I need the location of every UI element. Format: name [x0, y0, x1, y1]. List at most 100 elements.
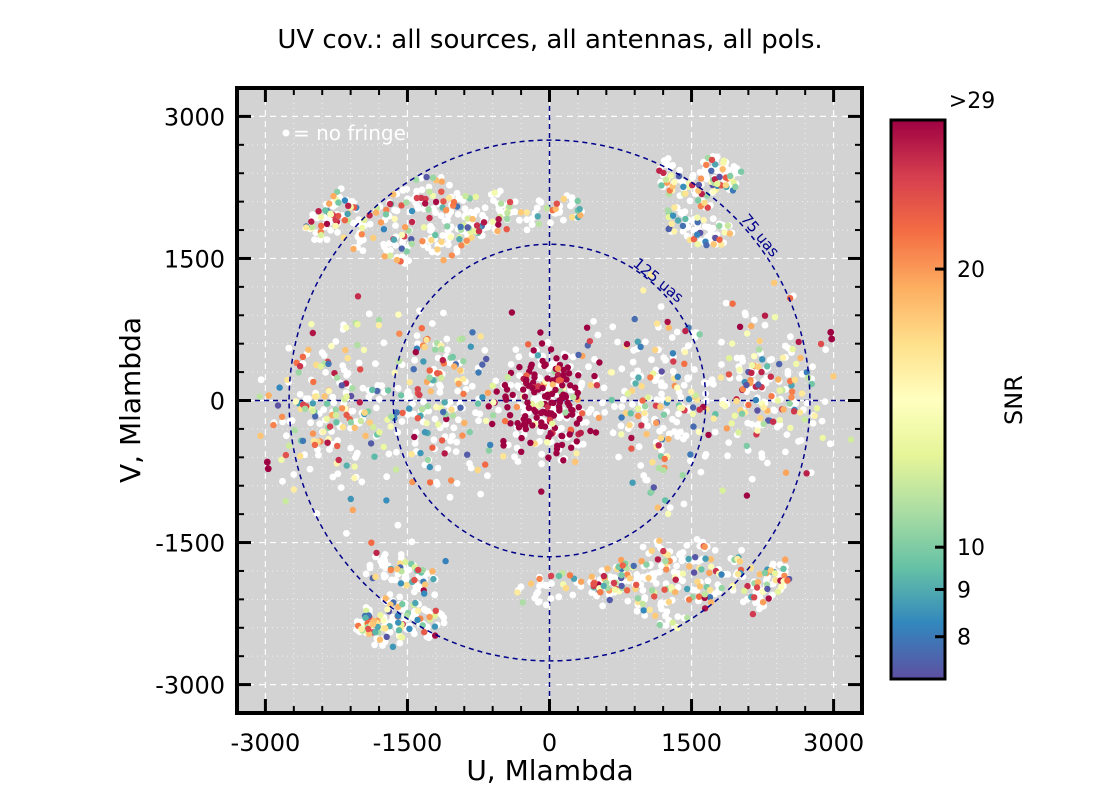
snr-point — [641, 409, 648, 417]
no-fringe-point — [353, 449, 361, 457]
snr-point — [682, 215, 689, 223]
snr-point — [633, 581, 640, 588]
snr-point — [654, 556, 662, 563]
snr-point — [774, 588, 782, 595]
no-fringe-point — [556, 414, 563, 422]
snr-point — [662, 497, 669, 504]
no-fringe-point — [741, 309, 749, 317]
snr-point — [368, 539, 375, 546]
snr-point — [575, 404, 582, 411]
no-fringe-point — [454, 387, 462, 395]
no-fringe-point — [504, 441, 512, 449]
colorbar-ticks: 8 9 10 20 — [935, 258, 985, 651]
snr-point — [764, 363, 771, 370]
no-fringe-point — [398, 418, 406, 425]
snr-point — [448, 252, 455, 259]
no-fringe-point — [372, 360, 379, 368]
snr-point — [438, 345, 445, 353]
snr-point — [661, 455, 668, 463]
snr-point — [347, 495, 354, 503]
no-fringe-point — [609, 429, 617, 437]
snr-point — [516, 363, 523, 371]
snr-point — [398, 634, 406, 641]
snr-point — [662, 176, 670, 183]
snr-point — [386, 252, 394, 259]
no-fringe-point — [348, 197, 356, 205]
no-fringe-point — [473, 207, 481, 214]
no-fringe-point — [533, 590, 540, 598]
snr-point — [786, 400, 793, 407]
no-fringe-point — [663, 160, 671, 168]
snr-point — [736, 323, 744, 330]
snr-point — [434, 370, 441, 377]
snr-point — [782, 556, 789, 563]
no-fringe-point — [537, 198, 545, 206]
snr-point — [690, 569, 698, 576]
no-fringe-point — [660, 354, 668, 362]
snr-point — [706, 586, 714, 594]
no-fringe-point — [445, 211, 452, 219]
snr-point — [679, 472, 686, 479]
snr-point — [489, 420, 496, 428]
snr-point — [566, 402, 573, 409]
snr-point — [669, 350, 677, 357]
no-fringe-point — [724, 571, 732, 578]
snr-point — [790, 408, 798, 415]
snr-point — [776, 387, 783, 394]
no-fringe-point — [320, 352, 328, 359]
no-fringe-point — [641, 594, 649, 601]
snr-point — [403, 199, 410, 206]
no-fringe-point — [611, 403, 618, 410]
no-fringe-point — [826, 440, 834, 448]
snr-point — [694, 219, 701, 226]
snr-point — [716, 236, 723, 243]
no-fringe-point — [690, 366, 698, 373]
no-fringe-point — [704, 577, 712, 585]
snr-point — [429, 568, 436, 575]
snr-point — [782, 469, 790, 476]
no-fringe-point — [676, 166, 683, 174]
snr-point — [756, 337, 763, 345]
snr-point — [545, 454, 552, 461]
no-fringe-point — [421, 461, 429, 469]
no-fringe-point — [382, 573, 389, 580]
no-fringe-point — [437, 212, 445, 220]
snr-point — [667, 172, 675, 179]
legend: = no fringe — [282, 121, 406, 145]
snr-point — [527, 439, 534, 446]
no-fringe-point — [567, 202, 574, 210]
snr-point — [583, 324, 591, 331]
snr-point — [411, 433, 418, 441]
snr-point — [711, 161, 719, 168]
snr-point — [332, 412, 340, 419]
snr-point — [665, 324, 672, 331]
snr-point — [828, 335, 836, 343]
snr-point — [656, 537, 663, 544]
snr-point — [635, 374, 642, 381]
no-fringe-point — [748, 475, 756, 483]
snr-point — [649, 459, 656, 466]
snr-point — [544, 375, 551, 382]
no-fringe-point — [320, 406, 328, 414]
snr-point — [334, 374, 341, 381]
snr-point — [342, 324, 350, 331]
snr-point — [650, 484, 657, 491]
snr-point — [518, 434, 525, 442]
no-fringe-point — [673, 328, 681, 336]
snr-point — [362, 432, 369, 439]
snr-point — [706, 569, 713, 577]
snr-point — [577, 212, 584, 219]
snr-point — [665, 396, 672, 403]
snr-point — [309, 329, 316, 337]
no-fringe-point — [762, 379, 770, 387]
no-fringe-point — [383, 473, 391, 481]
snr-point — [674, 384, 681, 391]
snr-point — [779, 354, 787, 361]
no-fringe-point — [569, 591, 577, 599]
snr-point — [408, 207, 416, 215]
snr-point — [383, 497, 390, 504]
snr-point — [473, 222, 481, 229]
snr-point — [278, 413, 286, 420]
snr-point — [413, 194, 421, 202]
no-fringe-point — [257, 376, 265, 384]
